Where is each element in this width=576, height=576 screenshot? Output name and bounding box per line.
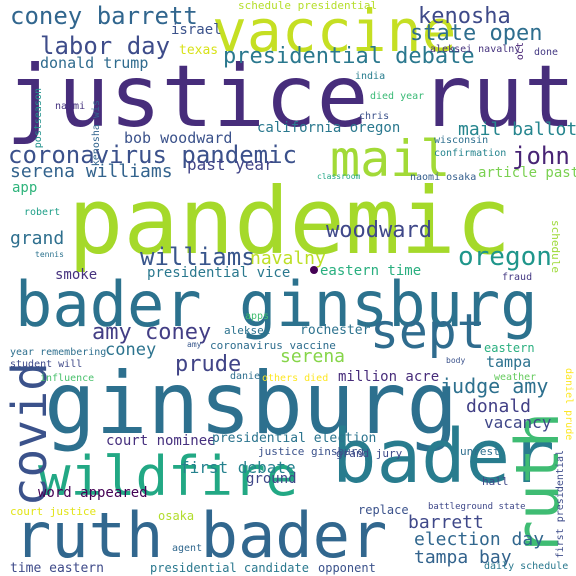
word-ruth-bader: ruth bader bbox=[14, 499, 388, 572]
dot-marker bbox=[310, 266, 318, 274]
word-coney-barrett: coney barrett bbox=[10, 2, 198, 30]
word-bob-woodward: bob woodward bbox=[124, 129, 233, 147]
word-india: india bbox=[355, 71, 386, 82]
word-postseason: postseason bbox=[33, 88, 44, 149]
word-vacancy: vacancy bbox=[484, 413, 552, 432]
word-sept: sept bbox=[370, 304, 486, 360]
word-california-oregon: california oregon bbox=[257, 120, 401, 136]
word-donald: donald bbox=[466, 396, 532, 417]
word-word-appeared: word appeared bbox=[38, 485, 148, 501]
word-amy-coney: amy coney bbox=[92, 320, 212, 345]
word-first-debate: first debate bbox=[180, 458, 296, 477]
word-ground: ground bbox=[246, 471, 297, 487]
word-aleksei-navalny: aleksei navalny bbox=[430, 44, 521, 55]
word-kenosha: kenosha bbox=[418, 4, 511, 29]
word-barrett: barrett bbox=[408, 512, 484, 533]
word-vaccine: vaccine bbox=[212, 0, 457, 65]
word-prude: prude bbox=[175, 352, 242, 377]
word-fraud: fraud bbox=[502, 272, 533, 283]
word-weather: weather bbox=[494, 372, 537, 383]
word-ginsburg: ginsburg bbox=[44, 354, 459, 454]
word-mail-ballot: mail ballot bbox=[458, 119, 576, 140]
word-schedule: schedule bbox=[549, 220, 562, 273]
word-body: body bbox=[446, 356, 466, 365]
word-million-acre: million acre bbox=[338, 369, 440, 385]
word-serena: serena bbox=[280, 346, 346, 367]
word-rochester: rochester bbox=[300, 323, 371, 338]
word-court-nominee: court nominee bbox=[106, 433, 216, 449]
word-article-past: article past bbox=[478, 165, 576, 181]
word-naomi-osaka: naomi osaka bbox=[410, 172, 477, 183]
word-opponent: opponent bbox=[318, 561, 376, 575]
word-oct: oct bbox=[515, 42, 526, 61]
word-others-died: others died bbox=[262, 373, 329, 384]
word-app: app bbox=[12, 180, 38, 196]
word-aleksei: aleksei bbox=[224, 324, 271, 337]
word-classroom: classroom bbox=[317, 172, 361, 181]
word-first-presidential: first presidential bbox=[555, 450, 566, 559]
word-osaka: osaka bbox=[158, 509, 195, 523]
word-election-day: election day bbox=[414, 529, 545, 550]
word-labor-day: labor day bbox=[40, 32, 171, 60]
word-daniel-prude: daniel prude bbox=[563, 368, 574, 441]
word-navalny: navalny bbox=[250, 248, 326, 269]
word-justice-ginsburg: justice ginsburg bbox=[258, 445, 364, 458]
word-presidential-candidate: presidential candidate bbox=[150, 561, 309, 575]
word-chris: chris bbox=[359, 111, 390, 122]
word-grand: grand bbox=[10, 228, 65, 249]
word-mail: mail bbox=[330, 130, 451, 188]
word-grand-jury: grand jury bbox=[336, 447, 403, 460]
word-naomi: naomi bbox=[55, 101, 86, 112]
word-williams: williams bbox=[140, 243, 256, 271]
word-state-open: state open bbox=[410, 21, 543, 46]
word-israel: israel bbox=[171, 22, 222, 38]
word-daniel: daniel bbox=[230, 371, 267, 382]
word-tennis: tennis bbox=[35, 250, 64, 259]
word-student-will: student will bbox=[10, 359, 83, 370]
word-eastern: eastern bbox=[484, 341, 535, 355]
word-schedule-presidential: schedule presidential bbox=[238, 0, 378, 12]
word-presidential-election: presidential election bbox=[212, 431, 377, 446]
word-hall: hall bbox=[482, 475, 509, 488]
word-done: done bbox=[534, 47, 559, 58]
word-time-eastern: time eastern bbox=[10, 561, 104, 576]
word-justice-ruth: justice ruth bbox=[6, 47, 576, 147]
word-presidential-vice: presidential vice bbox=[147, 265, 291, 281]
word-judge-amy: judge amy bbox=[440, 374, 549, 398]
word-texas: texas bbox=[179, 43, 219, 58]
word-apps: apps bbox=[245, 311, 270, 322]
word-replace: replace bbox=[358, 503, 409, 517]
word-wisconsin: wisconsin bbox=[434, 135, 489, 146]
word-court-justice: court justice bbox=[10, 505, 97, 518]
word-coney: coney bbox=[105, 340, 157, 360]
word-bader: bader bbox=[332, 414, 555, 500]
word-coronavirus-pandemic: coronavirus pandemic bbox=[8, 141, 297, 169]
word-battleground-state: battleground state bbox=[428, 502, 526, 512]
word-robert: robert bbox=[24, 207, 61, 218]
word-wildfire: wildfire bbox=[38, 445, 299, 508]
word-died-year: died year bbox=[370, 91, 425, 102]
word-donald-trump: donald trump bbox=[40, 54, 149, 72]
word-pandemic: pandemic bbox=[68, 168, 512, 275]
word-year-remembering: year remembering bbox=[10, 347, 107, 358]
word-bader-ginsburg: bader ginsburg bbox=[15, 268, 538, 341]
word-amy: amy bbox=[187, 340, 202, 349]
word-smoke: smoke bbox=[55, 267, 98, 283]
word-eastern-time: eastern time bbox=[320, 263, 422, 279]
word-tampa-bay: tampa bay bbox=[414, 547, 512, 568]
word-woodward: woodward bbox=[326, 218, 432, 243]
word-agent: agent bbox=[172, 543, 203, 554]
word-serena-williams: serena williams bbox=[10, 161, 173, 182]
word-tampa: tampa bbox=[486, 353, 532, 371]
word-past-year: past year bbox=[187, 155, 274, 174]
word-daily-schedule: daily schedule bbox=[484, 561, 569, 572]
word-oregon: oregon bbox=[458, 242, 552, 272]
word-coronavirus-vaccine: coronavirus vaccine bbox=[210, 339, 336, 352]
word-unrest: unrest bbox=[460, 445, 500, 458]
word-influence: influence bbox=[40, 373, 95, 384]
word-presidential-debate: presidential debate bbox=[223, 44, 475, 69]
word-john: john bbox=[512, 142, 570, 170]
word-confirmation: confirmation bbox=[434, 148, 507, 159]
